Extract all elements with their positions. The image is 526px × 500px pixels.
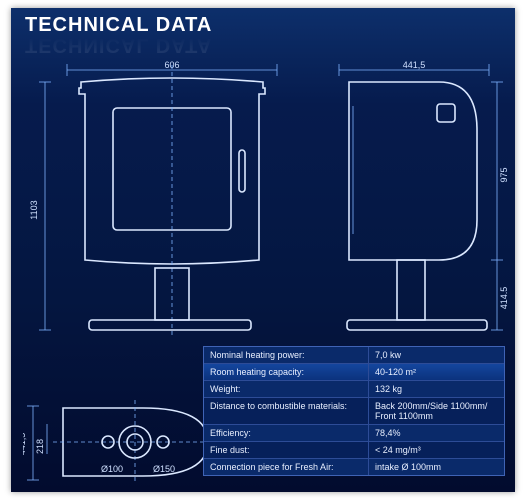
spec-key: Connection piece for Fresh Air:: [204, 459, 369, 475]
spec-key: Weight:: [204, 381, 369, 397]
flue-a-label: Ø100: [101, 464, 123, 474]
spec-table: Nominal heating power: 7,0 kw Room heati…: [203, 346, 505, 476]
spec-key: Fine dust:: [204, 442, 369, 458]
spec-val: 7,0 kw: [369, 347, 504, 363]
table-row: Fine dust: < 24 mg/m³: [204, 441, 504, 458]
side-leg-label: 414,5: [499, 287, 507, 310]
top-inner-label: 218: [35, 439, 45, 454]
spec-key: Efficiency:: [204, 425, 369, 441]
side-view: 441,5 975: [339, 60, 507, 330]
drawings: 606 1103: [19, 60, 507, 340]
spec-val: intake Ø 100mm: [369, 459, 504, 475]
page-title-block: TECHNICAL DATA TECHNICAL DATA: [11, 8, 515, 56]
spec-val: 78,4%: [369, 425, 504, 441]
card-root: TECHNICAL DATA TECHNICAL DATA 606 1103: [0, 0, 526, 500]
page-title-reflection: TECHNICAL DATA: [25, 33, 501, 56]
table-row: Weight: 132 kg: [204, 380, 504, 397]
spec-val: 132 kg: [369, 381, 504, 397]
table-row: Distance to combustible materials: Back …: [204, 397, 504, 424]
flue-b-label: Ø150: [153, 464, 175, 474]
table-row: Room heating capacity: 40-120 m²: [204, 363, 504, 380]
spec-key: Distance to combustible materials:: [204, 398, 369, 424]
side-height-label: 975: [499, 167, 507, 182]
side-width-label: 441,5: [403, 60, 426, 70]
spec-key: Nominal heating power:: [204, 347, 369, 363]
table-row: Nominal heating power: 7,0 kw: [204, 347, 504, 363]
elevations-svg: 606 1103: [19, 60, 507, 340]
top-plan: 441,5 218 Ø100 Ø150: [23, 394, 223, 484]
table-row: Connection piece for Fresh Air: intake Ø…: [204, 458, 504, 475]
front-view: 606 1103: [29, 60, 277, 335]
top-depth-label: 441,5: [23, 433, 27, 456]
spec-val: 40-120 m²: [369, 364, 504, 380]
front-height-label: 1103: [29, 200, 39, 219]
table-row: Efficiency: 78,4%: [204, 424, 504, 441]
spec-val: < 24 mg/m³: [369, 442, 504, 458]
panel: TECHNICAL DATA TECHNICAL DATA 606 1103: [11, 8, 515, 492]
spec-key: Room heating capacity:: [204, 364, 369, 380]
spec-val: Back 200mm/Side 1100mm/ Front 1100mm: [369, 398, 504, 424]
